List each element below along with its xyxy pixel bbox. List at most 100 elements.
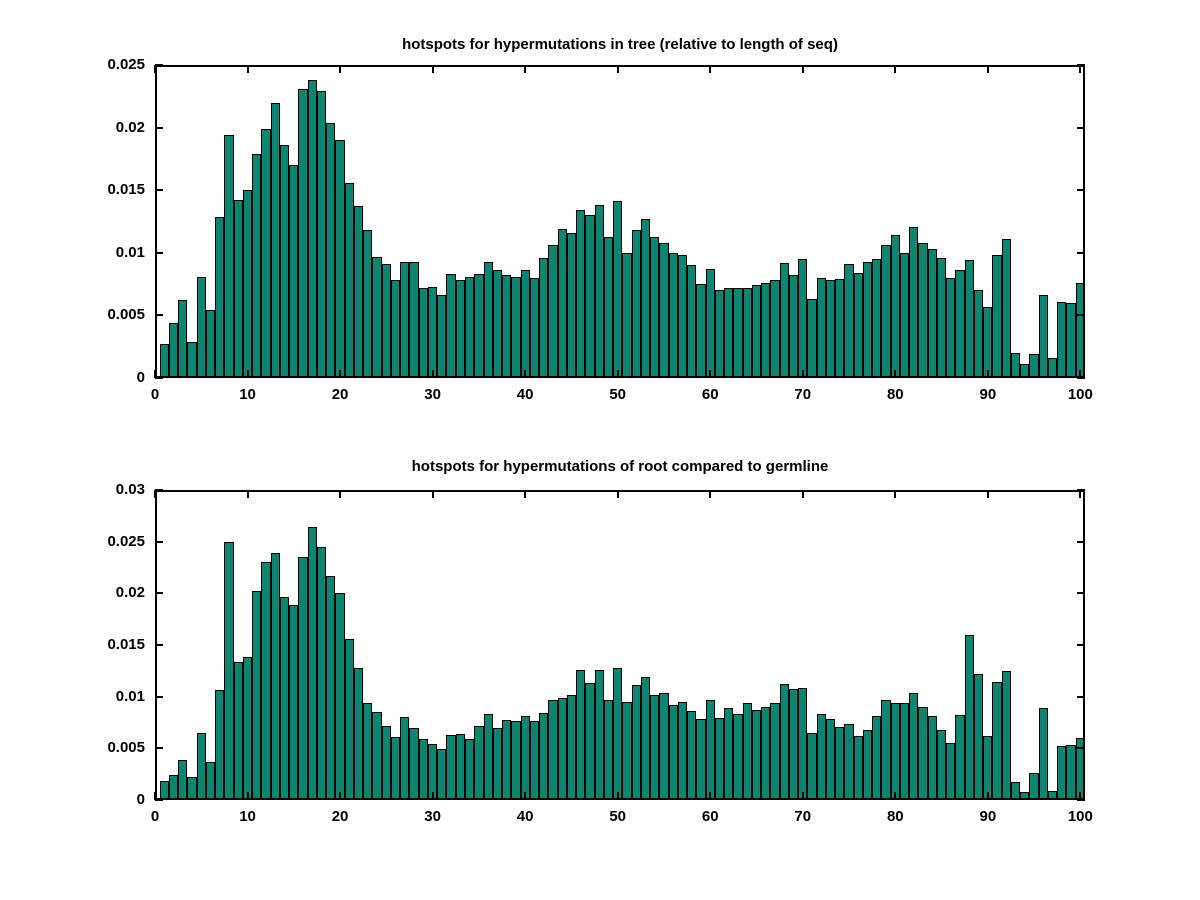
bar xyxy=(261,128,271,378)
bar xyxy=(465,276,475,378)
bar xyxy=(724,287,734,378)
y-tick xyxy=(155,540,163,543)
bar xyxy=(631,685,641,800)
y-tick xyxy=(1077,489,1085,491)
bar xyxy=(557,229,567,378)
bottom-chart-title: hotspots for hypermutations of root comp… xyxy=(411,458,829,475)
x-tick xyxy=(801,490,804,498)
x-tick xyxy=(431,792,434,800)
bar xyxy=(1038,708,1048,800)
bar xyxy=(252,591,262,800)
x-tick xyxy=(616,490,619,498)
bar xyxy=(622,701,632,800)
bar xyxy=(576,669,586,800)
bar xyxy=(1057,746,1067,800)
bar xyxy=(853,735,863,800)
bar xyxy=(363,702,373,800)
bar xyxy=(418,739,428,800)
bar xyxy=(483,261,493,378)
x-tick xyxy=(709,792,712,800)
bar xyxy=(178,759,188,800)
bar xyxy=(853,272,863,378)
bar xyxy=(835,279,845,378)
bar xyxy=(881,245,891,378)
y-tick xyxy=(1077,540,1085,543)
bar xyxy=(270,102,280,378)
bar xyxy=(798,259,808,378)
bar xyxy=(918,707,928,800)
bar xyxy=(502,720,512,800)
bar xyxy=(409,727,419,800)
x-tick-label: 20 xyxy=(331,808,349,825)
bar xyxy=(964,634,974,800)
bar xyxy=(215,216,225,378)
bar xyxy=(807,299,817,378)
bar xyxy=(242,190,253,378)
bar xyxy=(159,781,169,800)
y-tick xyxy=(1077,314,1085,317)
x-tick xyxy=(431,65,434,73)
y-tick xyxy=(155,377,163,379)
bar xyxy=(705,699,715,800)
y-tick-label: 0.025 xyxy=(107,56,145,73)
x-tick-label: 30 xyxy=(424,808,441,825)
bar xyxy=(613,201,623,378)
y-tick xyxy=(1077,251,1085,254)
bar xyxy=(622,252,632,378)
bar xyxy=(992,682,1002,800)
bar xyxy=(233,661,243,800)
x-tick xyxy=(339,490,342,498)
bar xyxy=(511,276,521,378)
bar xyxy=(465,739,475,800)
y-tick-label: 0.02 xyxy=(115,118,145,136)
x-tick xyxy=(986,65,989,73)
bar xyxy=(983,735,993,800)
bar xyxy=(520,716,530,800)
bar xyxy=(696,719,706,800)
bar xyxy=(187,777,197,800)
bar xyxy=(279,597,290,800)
bar xyxy=(316,91,327,378)
bar xyxy=(798,688,808,800)
bar xyxy=(224,541,234,800)
x-tick-label: 30 xyxy=(424,386,441,403)
bar xyxy=(168,322,179,378)
bar xyxy=(733,287,743,378)
x-tick xyxy=(246,65,249,73)
bar xyxy=(955,715,965,800)
bar xyxy=(825,280,836,378)
x-tick-label: 100 xyxy=(1067,386,1093,403)
x-tick-label: 20 xyxy=(331,386,349,403)
bar xyxy=(289,165,299,378)
x-tick xyxy=(524,370,527,378)
bar xyxy=(640,219,651,378)
bar xyxy=(751,710,762,800)
bar xyxy=(353,206,364,378)
bar xyxy=(455,280,465,378)
bar xyxy=(298,557,308,800)
bar xyxy=(687,711,697,800)
bar xyxy=(455,733,465,800)
y-tick xyxy=(1077,377,1085,379)
y-tick xyxy=(155,799,163,801)
bar xyxy=(298,88,308,378)
bar xyxy=(1075,282,1085,378)
y-tick-label: 0.01 xyxy=(115,687,145,705)
y-tick xyxy=(155,314,163,317)
bar xyxy=(724,708,734,800)
x-tick xyxy=(524,490,527,498)
y-tick xyxy=(1077,644,1085,646)
bar xyxy=(344,638,354,800)
x-tick xyxy=(894,370,897,378)
x-tick xyxy=(339,792,342,800)
y-tick-label: 0.025 xyxy=(107,532,145,550)
bar xyxy=(890,702,900,800)
bar xyxy=(973,673,984,800)
x-tick xyxy=(246,370,249,378)
y-tick xyxy=(1077,799,1085,801)
bar xyxy=(289,604,299,800)
x-tick-label: 90 xyxy=(979,386,997,403)
bar xyxy=(326,575,336,800)
x-tick xyxy=(801,65,804,73)
x-tick xyxy=(339,65,342,73)
